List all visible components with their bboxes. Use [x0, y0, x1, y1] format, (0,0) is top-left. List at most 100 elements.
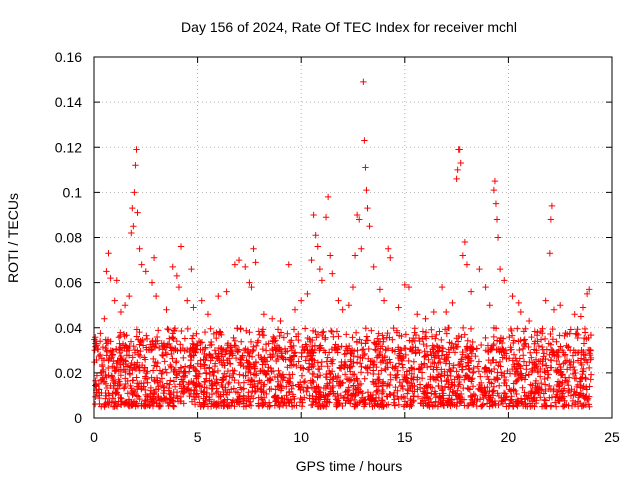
roti-point: [330, 390, 337, 397]
roti-point: [400, 393, 407, 400]
roti-point: [247, 338, 255, 346]
roti-point: [152, 358, 159, 366]
roti-point: [288, 403, 296, 410]
roti-point: [339, 306, 346, 313]
roti-point: [500, 395, 507, 402]
roti-point: [298, 396, 306, 403]
roti-point: [257, 367, 265, 375]
roti-point: [525, 343, 532, 351]
roti-point: [362, 399, 369, 407]
roti-point: [565, 388, 572, 396]
roti-point: [488, 388, 496, 395]
roti-point: [508, 327, 515, 335]
roti-point: [250, 346, 257, 354]
roti-point: [425, 381, 432, 388]
roti-point: [306, 336, 313, 343]
roti-point: [506, 333, 513, 341]
roti-point: [260, 389, 267, 396]
roti-point: [410, 366, 418, 373]
roti-point: [173, 272, 181, 280]
roti-point: [299, 399, 306, 406]
roti-point: [207, 338, 215, 346]
roti-point: [269, 350, 277, 358]
roti-point: [496, 265, 504, 273]
roti-point: [428, 333, 436, 340]
roti-point: [263, 358, 271, 365]
roti-point: [367, 358, 374, 365]
roti-point: [188, 335, 196, 342]
roti-point: [167, 377, 174, 384]
roti-point: [396, 350, 404, 357]
roti-point: [384, 329, 391, 337]
roti-point: [309, 352, 316, 359]
roti-point: [543, 402, 550, 409]
roti-point: [303, 388, 310, 395]
roti-point: [446, 367, 454, 374]
roti-point: [349, 371, 357, 378]
roti-point: [454, 387, 461, 394]
roti-point: [501, 390, 509, 397]
roti-point: [445, 366, 453, 373]
roti-point: [567, 392, 575, 399]
roti-point: [443, 351, 450, 358]
roti-point: [548, 357, 555, 364]
roti-point: [116, 378, 123, 385]
roti-point: [234, 398, 241, 406]
y-tick-label: 0.04: [55, 320, 82, 336]
roti-point: [122, 380, 129, 388]
roti-point: [486, 397, 493, 404]
roti-point: [309, 395, 317, 402]
roti-point: [411, 382, 418, 390]
roti-point: [245, 389, 252, 396]
roti-point: [512, 365, 520, 373]
roti-point: [224, 356, 231, 364]
roti-point: [490, 383, 498, 390]
roti-point: [284, 330, 291, 337]
roti-point: [500, 346, 507, 354]
roti-point: [112, 345, 120, 353]
roti-point: [521, 389, 528, 396]
roti-point: [401, 371, 408, 379]
roti-point: [275, 367, 282, 374]
roti-point: [445, 346, 452, 353]
roti-point: [302, 357, 309, 364]
roti-point: [519, 384, 526, 391]
roti-point: [121, 357, 129, 364]
roti-point: [350, 396, 358, 404]
roti-point: [569, 370, 577, 378]
roti-point: [97, 330, 104, 337]
roti-point: [370, 263, 377, 271]
roti-point: [571, 366, 578, 374]
roti-point: [351, 370, 358, 378]
roti-point: [536, 385, 543, 392]
roti-point: [356, 399, 363, 406]
roti-point: [207, 325, 214, 332]
roti-point: [475, 368, 483, 375]
roti-point: [118, 346, 126, 354]
roti-point: [184, 325, 191, 333]
roti-point: [359, 390, 366, 397]
roti-point: [515, 361, 522, 368]
roti-point: [162, 349, 169, 357]
roti-point: [222, 373, 230, 380]
roti-point: [345, 301, 353, 309]
roti-point: [406, 337, 413, 344]
roti-point: [334, 349, 341, 356]
roti-point: [179, 344, 187, 352]
roti-point: [351, 252, 359, 259]
roti-point: [345, 342, 353, 350]
roti-point: [262, 399, 269, 407]
roti-point: [454, 166, 461, 174]
roti-point: [507, 344, 514, 351]
roti-point: [430, 366, 437, 373]
roti-point: [449, 364, 457, 372]
roti-point: [287, 343, 295, 350]
roti-point: [134, 393, 142, 400]
roti-point: [575, 392, 583, 399]
roti-point: [123, 343, 130, 351]
roti-point: [274, 326, 282, 333]
roti-point: [266, 375, 274, 382]
roti-point: [237, 338, 245, 345]
roti-point: [263, 390, 270, 398]
roti-point: [532, 377, 540, 385]
